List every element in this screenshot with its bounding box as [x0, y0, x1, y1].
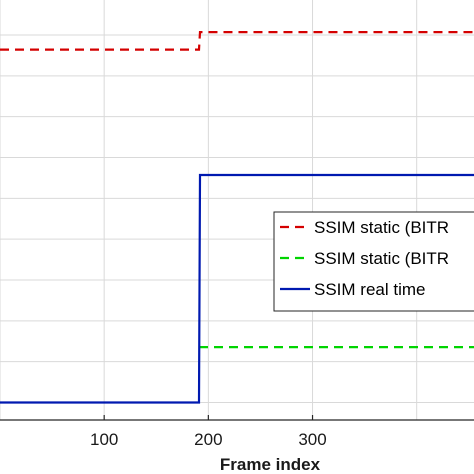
axes: 100 200 300 — [0, 415, 474, 449]
legend-label: SSIM real time — [314, 280, 425, 299]
grid — [0, 0, 474, 420]
x-tick-label: 300 — [298, 430, 326, 449]
legend-label: SSIM static (BITR — [314, 249, 449, 268]
legend: SSIM static (BITR SSIM static (BITR SSIM r… — [273, 211, 474, 312]
x-axis-label: Frame index — [220, 455, 321, 474]
legend-box — [273, 211, 474, 312]
series-line-3 — [0, 173, 474, 404]
plot-series — [0, 31, 474, 404]
legend-label: SSIM static (BITR — [314, 218, 449, 237]
x-tick-label: 200 — [194, 430, 222, 449]
x-tick-label: 100 — [90, 430, 118, 449]
series-line-1 — [0, 31, 474, 51]
